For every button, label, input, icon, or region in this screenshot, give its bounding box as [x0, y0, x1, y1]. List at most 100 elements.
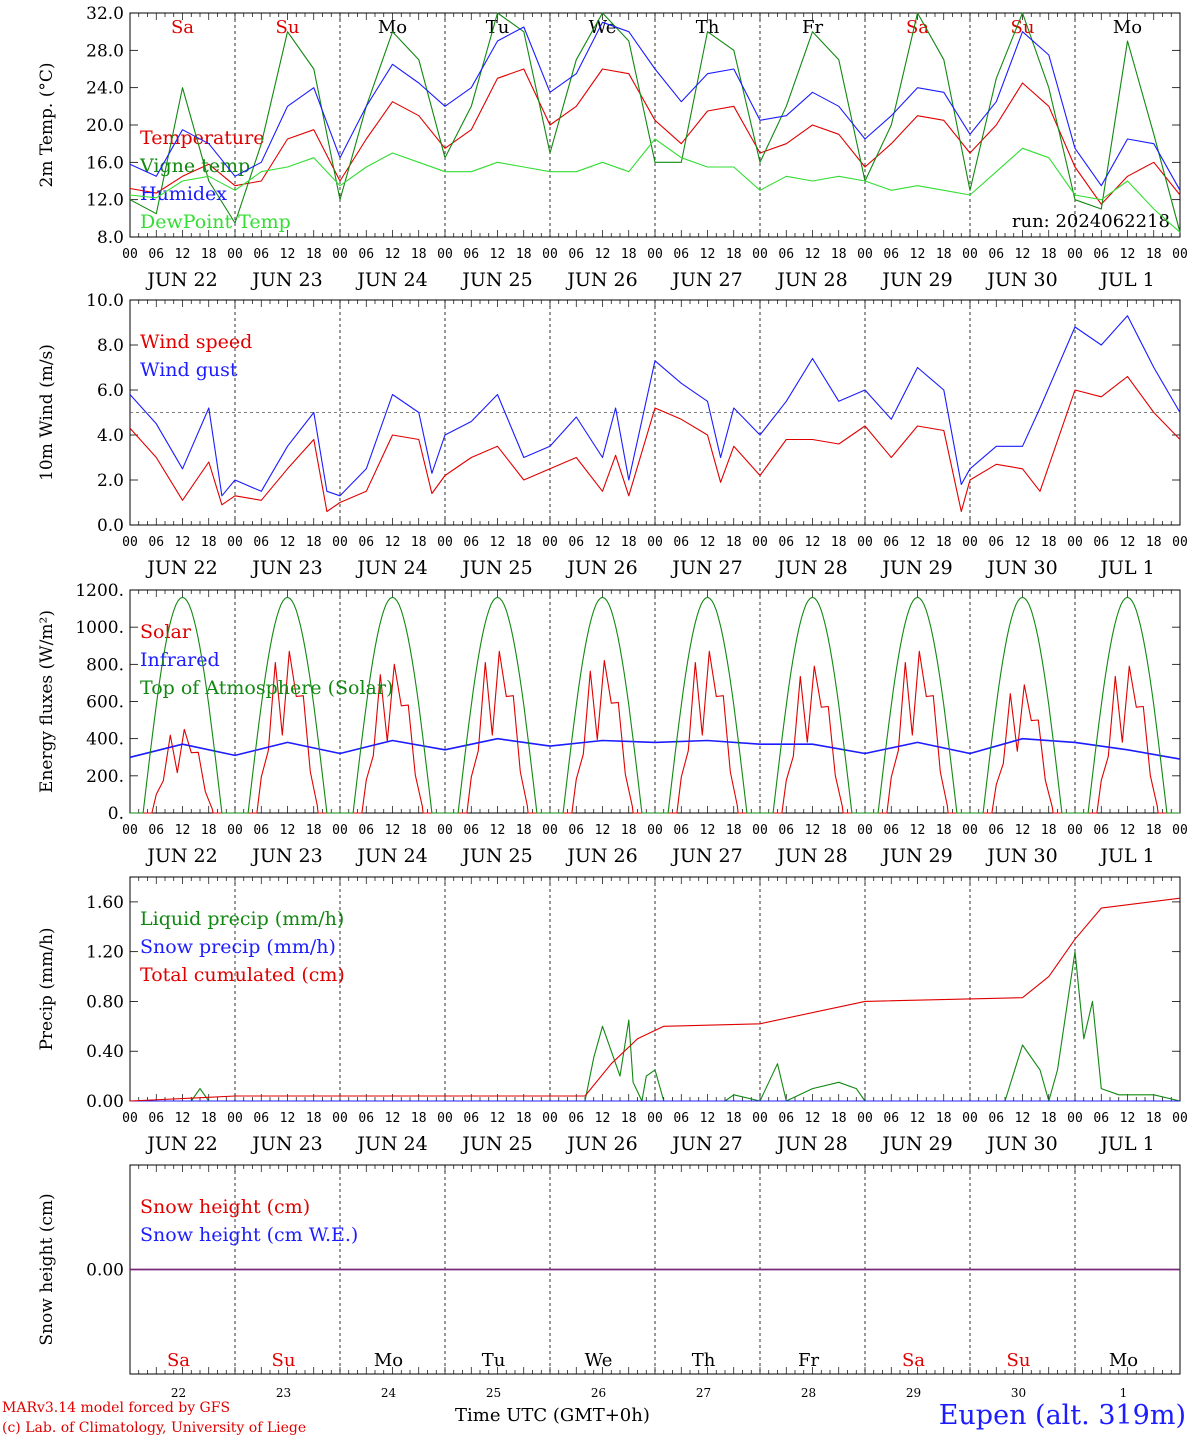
hour-label: 18: [1041, 1111, 1057, 1126]
hour-label: 06: [883, 823, 899, 838]
date-number: 22: [171, 1386, 186, 1400]
hour-label: 06: [148, 1111, 164, 1126]
hour-label: 06: [1093, 247, 1109, 262]
hour-label: 18: [726, 823, 742, 838]
hour-label: 18: [621, 247, 637, 262]
hour-label: 00: [332, 535, 348, 550]
hour-label: 00: [647, 535, 663, 550]
hour-label: 06: [883, 1111, 899, 1126]
hour-label: 00: [437, 1111, 453, 1126]
hour-label: 06: [673, 247, 689, 262]
y-tick-label: 0.00: [86, 1261, 124, 1281]
hour-label: 06: [568, 535, 584, 550]
hour-label: 06: [463, 1111, 479, 1126]
date-label: JUN 28: [775, 1133, 847, 1155]
legend-entry: Wind gust: [140, 359, 238, 381]
y-tick-label: 1.60: [86, 893, 124, 913]
date-number: 26: [591, 1386, 606, 1400]
date-label: JUN 30: [985, 269, 1057, 291]
weekday-label: We: [585, 1350, 613, 1371]
hour-label: 18: [936, 823, 952, 838]
hour-label: 06: [463, 247, 479, 262]
station-name: Eupen (alt. 319m): [938, 1400, 1186, 1431]
hour-label: 00: [227, 535, 243, 550]
hour-label: 00: [542, 823, 558, 838]
y-tick-label: 1.20: [86, 943, 124, 963]
hour-label: 06: [358, 535, 374, 550]
hour-label: 00: [1172, 247, 1188, 262]
hour-label: 06: [253, 1111, 269, 1126]
hour-label: 00: [962, 1111, 978, 1126]
y-tick-label: 10.0: [86, 291, 124, 311]
hour-label: 12: [1120, 247, 1136, 262]
y-tick-label: 8.0: [97, 228, 124, 248]
weekday-label: Mo: [1109, 1350, 1138, 1371]
weekday-label: Mo: [1113, 17, 1142, 38]
hour-label: 18: [201, 247, 217, 262]
date-label: JUN 25: [460, 845, 532, 867]
hour-label: 00: [1067, 247, 1083, 262]
series-line: [129, 68, 1181, 205]
hour-label: 00: [332, 1111, 348, 1126]
date-label: JUN 29: [880, 845, 952, 867]
weekday-label: Mo: [374, 1350, 403, 1371]
date-label: JUN 24: [355, 557, 427, 579]
hour-label: 12: [490, 247, 506, 262]
weekday-label: Th: [692, 1350, 716, 1371]
weekday-label: Tu: [482, 1350, 506, 1371]
hour-label: 00: [227, 1111, 243, 1126]
series-line: [130, 596, 1180, 814]
hour-label: 06: [253, 823, 269, 838]
legend-entry: Snow height (cm): [140, 1196, 310, 1218]
y-tick-label: 32.0: [86, 4, 124, 24]
hour-label: 00: [857, 535, 873, 550]
hour-label: 12: [385, 247, 401, 262]
series-line: [129, 12, 1181, 233]
hour-label: 00: [332, 823, 348, 838]
hour-label: 12: [910, 535, 926, 550]
hour-label: 12: [700, 247, 716, 262]
hour-label: 18: [1146, 535, 1162, 550]
hour-label: 12: [1120, 823, 1136, 838]
hour-label: 06: [988, 535, 1004, 550]
hour-label: 12: [280, 823, 296, 838]
hour-label: 06: [778, 1111, 794, 1126]
date-label: JUN 30: [985, 557, 1057, 579]
hour-label: 06: [358, 823, 374, 838]
hour-label: 18: [1146, 1111, 1162, 1126]
hour-label: 06: [778, 247, 794, 262]
hour-label: 06: [358, 247, 374, 262]
weekday-label: Su: [276, 17, 300, 38]
hour-label: 12: [910, 247, 926, 262]
hour-label: 12: [595, 823, 611, 838]
date-number: 24: [381, 1386, 397, 1400]
date-label: JUN 24: [355, 1133, 427, 1155]
hour-label: 12: [1015, 1111, 1031, 1126]
hour-label: 00: [122, 1111, 138, 1126]
legend-entry: Snow precip (mm/h): [140, 936, 336, 958]
date-label: JUN 22: [145, 1133, 217, 1155]
date-number: 23: [276, 1386, 291, 1400]
date-label: JUN 27: [670, 269, 742, 291]
legend-entry: Humidex: [140, 183, 227, 205]
weekday-label: Tu: [486, 17, 510, 38]
y-axis-title: 10m Wind (m/s): [37, 344, 57, 481]
hour-label: 06: [1093, 535, 1109, 550]
hour-label: 18: [1146, 247, 1162, 262]
hour-label: 12: [595, 1111, 611, 1126]
hour-label: 18: [831, 823, 847, 838]
hour-label: 00: [437, 823, 453, 838]
y-tick-label: 2.0: [97, 471, 124, 491]
hour-label: 18: [306, 247, 322, 262]
hour-label: 00: [1067, 535, 1083, 550]
date-label: JUN 28: [775, 269, 847, 291]
y-axis-title: Energy fluxes (W/m²): [37, 610, 57, 793]
hour-label: 18: [1041, 247, 1057, 262]
hour-label: 06: [988, 247, 1004, 262]
legend-entry: Solar: [140, 621, 192, 643]
hour-label: 06: [568, 823, 584, 838]
hour-label: 00: [1067, 823, 1083, 838]
legend-entry: Wind speed: [140, 331, 252, 353]
date-label: JUN 26: [565, 269, 637, 291]
